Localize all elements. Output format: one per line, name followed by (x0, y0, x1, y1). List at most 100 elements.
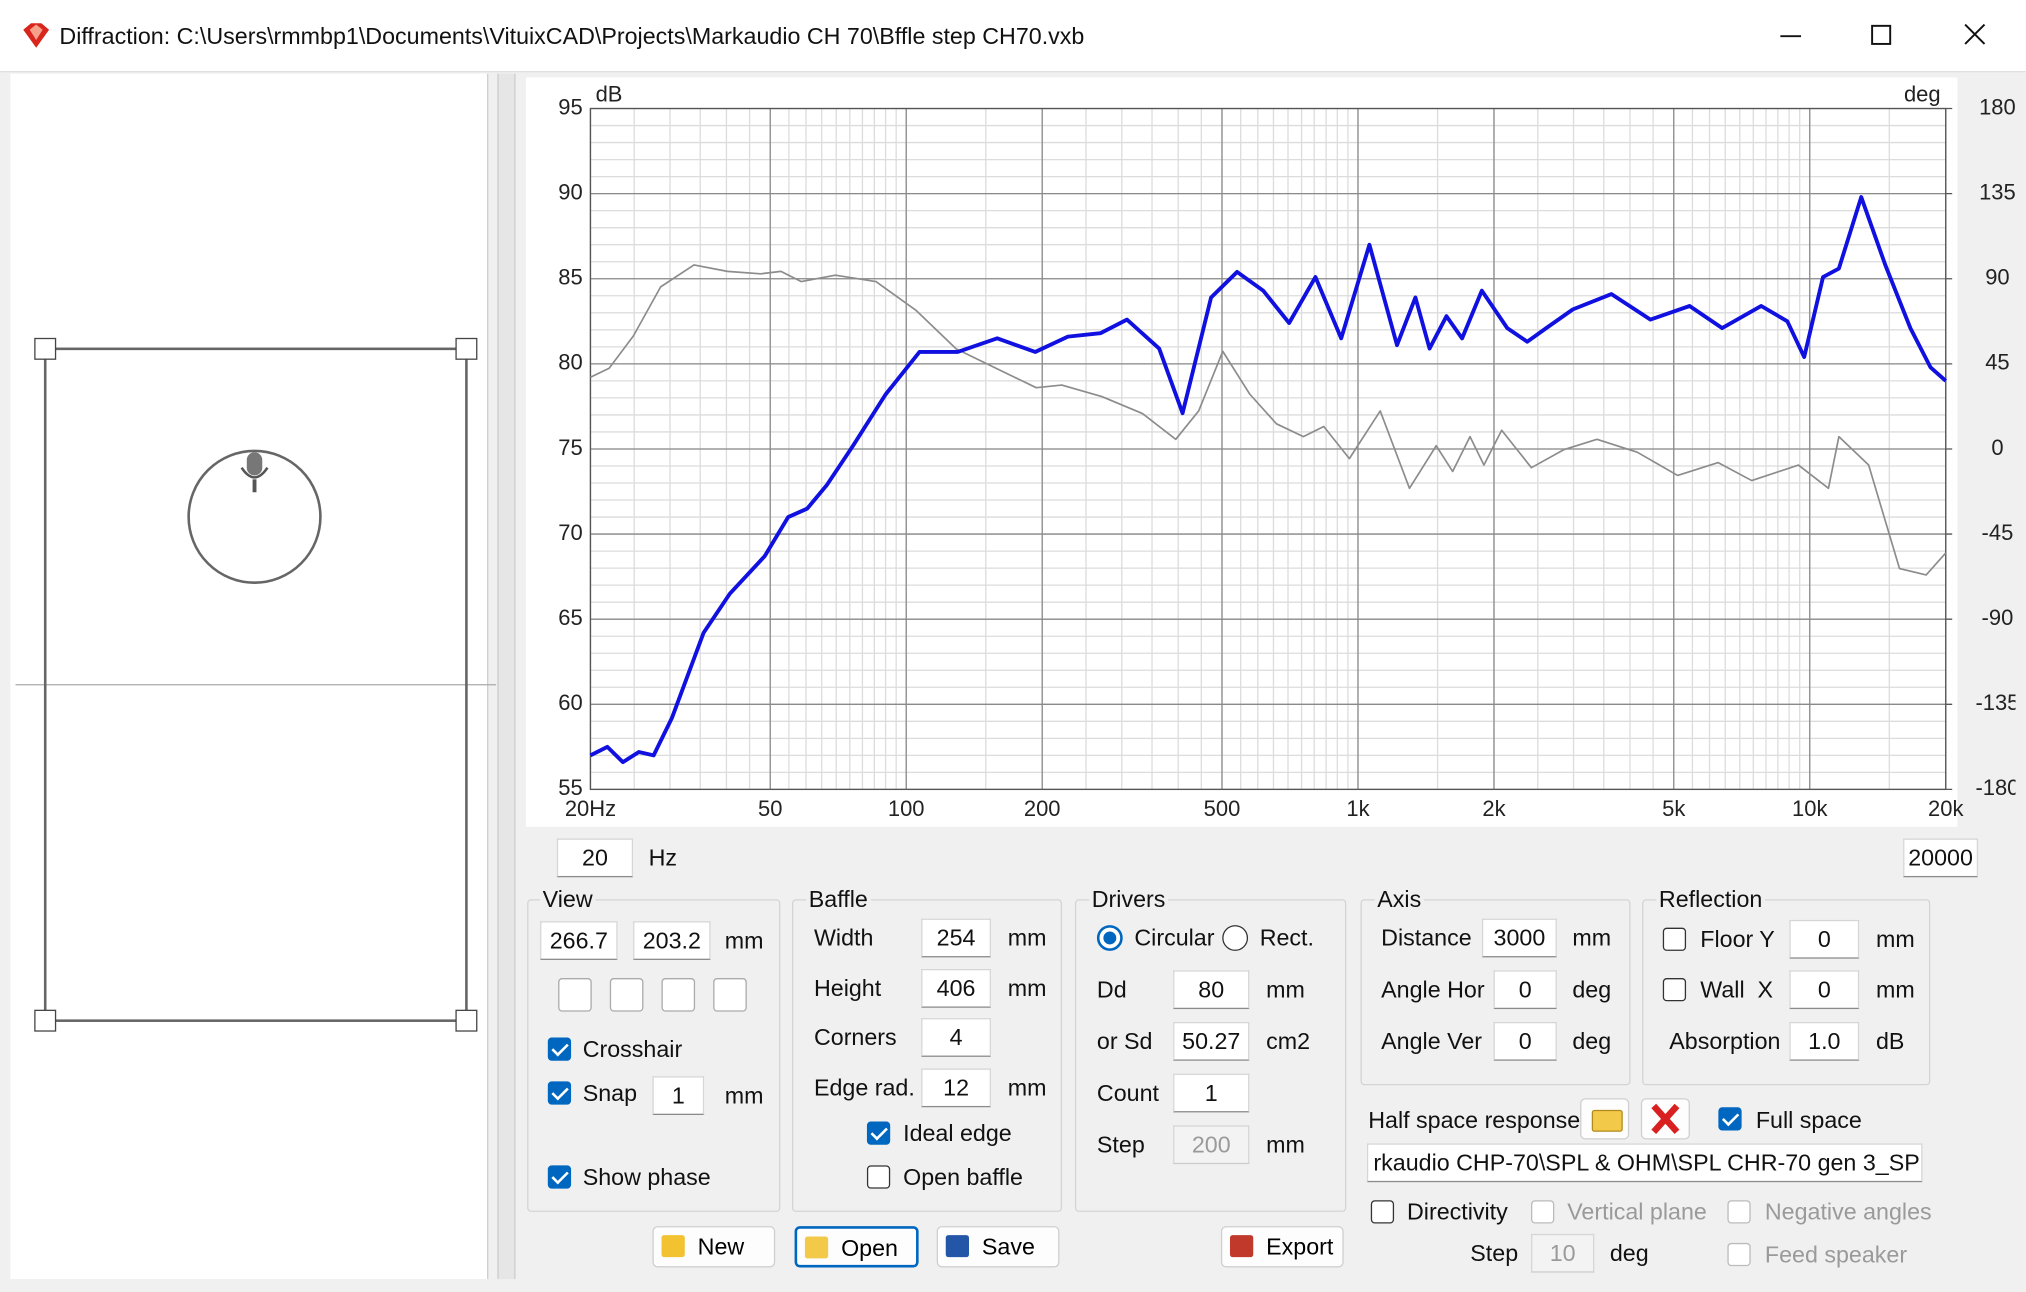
open-file-button[interactable] (1580, 1098, 1630, 1140)
button-label: Export (1266, 1233, 1334, 1260)
checkbox[interactable] (1370, 1200, 1395, 1224)
checkbox[interactable] (547, 1037, 572, 1061)
label: Step (1096, 1131, 1145, 1158)
text-box[interactable]: 0 (1789, 919, 1860, 959)
text-box[interactable]: 254 (921, 918, 991, 958)
text-box[interactable]: 0 (1493, 1021, 1557, 1061)
text-box[interactable]: 0 (1789, 970, 1860, 1010)
checkbox[interactable] (1662, 927, 1687, 951)
label: Corners (813, 1024, 897, 1051)
text-box[interactable]: rkaudio CHP-70\SPL & OHM\SPL CHR-70 gen … (1366, 1143, 1923, 1183)
radio[interactable] (1222, 925, 1249, 951)
text-box[interactable]: 50.27 (1173, 1021, 1250, 1061)
text-box[interactable]: 4 (921, 1018, 991, 1057)
y-tick-label: 65 (558, 605, 582, 630)
label: mm (1875, 926, 1915, 953)
text-box[interactable]: 1 (652, 1076, 705, 1115)
label: Open baffle (903, 1164, 1023, 1190)
checkbox[interactable] (547, 1081, 572, 1105)
button[interactable]: New (652, 1226, 776, 1268)
text-box[interactable]: 1 (1173, 1073, 1250, 1113)
y2-tick-label: -180 (1975, 775, 2015, 800)
label: Drivers (1089, 883, 1168, 915)
zoom-button[interactable] (661, 978, 696, 1012)
label: Negative angles (1764, 1198, 1932, 1225)
baffle-view[interactable] (10, 73, 489, 1280)
text-box[interactable]: 20 (556, 838, 634, 878)
chart-panel (525, 77, 1958, 827)
checkbox (1727, 1242, 1751, 1267)
zoom-button[interactable] (558, 978, 592, 1012)
group-box (527, 899, 781, 1212)
text-box[interactable]: 20000 (1903, 838, 1979, 878)
y2-axis-label: deg (1904, 81, 1941, 106)
radio[interactable] (1096, 925, 1123, 951)
x-tick-label: 1k (1346, 796, 1370, 821)
clear-button[interactable] (1640, 1098, 1690, 1140)
text-box[interactable]: 1.0 (1789, 1021, 1860, 1061)
label: View (540, 883, 596, 915)
x-tick-label: 20Hz (565, 796, 616, 821)
window-controls[interactable] (1770, 18, 2003, 54)
label: mm (1007, 975, 1047, 1002)
label: Floor Y (1700, 926, 1775, 953)
label: Baffle (806, 883, 871, 915)
checkbox[interactable] (1662, 978, 1687, 1002)
label: Angle Hor (1381, 976, 1485, 1003)
label: mm (1266, 1131, 1305, 1158)
button-icon (945, 1235, 970, 1258)
checkbox[interactable] (547, 1165, 572, 1189)
text-box[interactable]: 80 (1173, 970, 1250, 1010)
button[interactable]: Save (936, 1226, 1060, 1268)
title-bar (0, 0, 2026, 73)
text-box[interactable]: 12 (921, 1068, 991, 1108)
y-tick-label: 95 (558, 94, 582, 119)
label: mm (724, 1082, 764, 1109)
label: Show phase (582, 1164, 711, 1190)
label: dB (1875, 1028, 1905, 1055)
text-box[interactable]: 406 (921, 969, 991, 1008)
button-label: Save (981, 1233, 1035, 1260)
text-box: 10 (1531, 1233, 1595, 1273)
label: mm (724, 927, 764, 954)
button[interactable]: Open (794, 1226, 919, 1268)
x-tick-label: 200 (1024, 796, 1061, 821)
y-tick-label: 85 (558, 265, 582, 290)
button[interactable]: Export (1220, 1226, 1344, 1268)
y2-tick-label: -135 (1975, 690, 2015, 715)
plot-border (589, 107, 1947, 791)
text-box[interactable]: 203.2 (633, 921, 711, 960)
zoom-button[interactable] (713, 978, 747, 1012)
text-box[interactable]: 0 (1493, 970, 1557, 1010)
label: mm (1007, 925, 1047, 951)
checkbox[interactable] (866, 1165, 891, 1189)
zoom-button[interactable] (609, 978, 644, 1012)
x-tick-label: 2k (1482, 796, 1506, 821)
x-tick-label: 50 (758, 796, 782, 821)
y2-tick-label: 0 (1991, 435, 2003, 460)
label: deg (1572, 976, 1612, 1003)
button-icon (661, 1235, 685, 1258)
app-icon (23, 23, 50, 48)
y2-tick-label: -45 (1982, 520, 2014, 545)
label: Edge rad. (813, 1074, 915, 1101)
clear-icon (1651, 1103, 1680, 1134)
text-box[interactable]: 266.7 (540, 921, 618, 960)
y-tick-label: 80 (558, 350, 582, 375)
chart: 55 60 65 70 75 80 85 90 95 -180 -135 -90 -45 0 45 90 135… (525, 77, 2016, 827)
label: Wall X (1700, 976, 1774, 1003)
label: Reflection (1656, 883, 1765, 915)
text-box[interactable]: 3000 (1481, 918, 1557, 958)
checkbox[interactable] (1718, 1107, 1742, 1131)
label: Absorption (1669, 1028, 1781, 1055)
label: Count (1096, 1080, 1159, 1106)
checkbox[interactable] (866, 1121, 891, 1145)
y-tick-label: 60 (558, 690, 582, 715)
splitter[interactable] (497, 73, 516, 1280)
y-axis-label: dB (596, 81, 623, 106)
window-title: Diffraction: C:\Users\rmmbp1\Documents\V… (59, 23, 1085, 50)
label: Axis (1374, 883, 1424, 915)
label: Vertical plane (1567, 1198, 1707, 1225)
y2-tick-label: -90 (1982, 605, 2014, 630)
